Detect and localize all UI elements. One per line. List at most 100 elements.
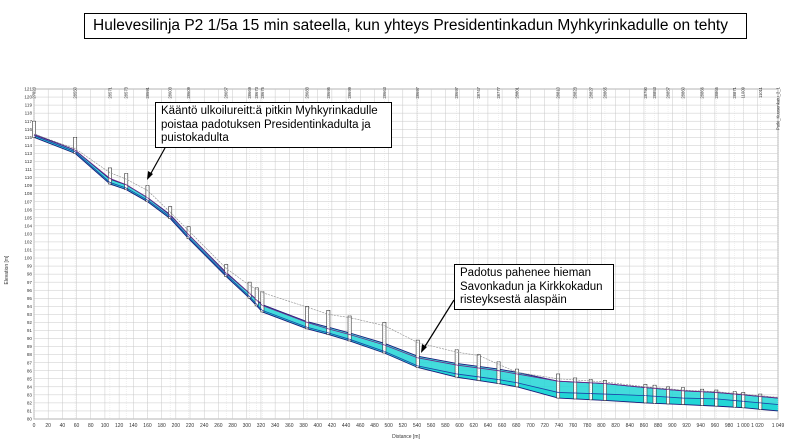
y-tick-label: 111	[25, 167, 32, 172]
x-tick-label: 700	[526, 423, 535, 429]
node-label: 28571	[107, 86, 112, 98]
manhole	[603, 380, 607, 401]
node-label: Putki_Kuusenkatu_2_1	[776, 86, 781, 130]
x-tick-label: 940	[697, 423, 706, 429]
node-label: 28699	[347, 86, 352, 98]
x-tick-label: 180	[157, 423, 166, 429]
node-label: 28663	[382, 86, 387, 98]
x-tick-label: 200	[172, 423, 181, 429]
y-tick-label: 98	[27, 272, 33, 277]
y-tick-label: 94	[27, 304, 33, 309]
y-tick-label: 121	[24, 87, 32, 92]
y-tick-label: 106	[24, 207, 32, 212]
y-tick-label: 83	[27, 392, 33, 397]
node-label: 28853	[652, 86, 657, 98]
node-label: 28823	[573, 86, 578, 98]
node-label: 28871	[732, 86, 737, 98]
node-label: 28860	[680, 86, 685, 98]
node-label: 11009	[741, 86, 746, 98]
x-tick-label: 900	[668, 423, 677, 429]
series-line-1	[33, 134, 779, 399]
x-tick-label: 880	[654, 423, 663, 429]
y-tick-label: 107	[24, 199, 32, 204]
series-line-0	[33, 135, 779, 405]
x-tick-label: 580	[441, 423, 450, 429]
x-tick-label: 280	[228, 423, 237, 429]
y-tick-label: 91	[27, 328, 33, 333]
y-tick-label: 88	[27, 352, 33, 357]
x-tick-label: 820	[611, 423, 620, 429]
y-tick-label: 87	[27, 360, 33, 365]
x-tick-label: 220	[186, 423, 195, 429]
annotation-arrows	[147, 147, 455, 353]
node-label: 28673	[254, 86, 259, 98]
node-label: 28573	[124, 86, 129, 98]
manhole	[224, 264, 229, 277]
x-tick-label: 340	[271, 423, 280, 429]
x-tick-label: 80	[88, 423, 94, 429]
annotation-padotus: Padotus pahenee hieman Savonkadun ja Kir…	[454, 264, 614, 310]
node-label: 28777	[496, 86, 501, 98]
y-tick-label: 119	[25, 103, 33, 108]
node-label: 28697	[454, 86, 459, 98]
x-tick-label: 800	[597, 423, 606, 429]
y-tick-label: 103	[24, 231, 32, 236]
y-tick-label: 101	[24, 248, 32, 253]
arrow-2-head	[421, 344, 427, 353]
x-tick-label: 20	[45, 423, 51, 429]
x-tick-label: 500	[384, 423, 393, 429]
x-tick-label: 380	[299, 423, 308, 429]
x-tick-label: 0	[33, 423, 36, 429]
y-tick-label: 104	[24, 223, 32, 228]
x-tick-label: 1 000	[737, 423, 750, 429]
x-axis-label: Distance [m]	[392, 434, 420, 440]
node-label: 28669	[247, 86, 252, 98]
chart-title: Hulevesilinja P2 1/5a 15 min sateella, k…	[84, 13, 747, 39]
x-tick-label: 460	[356, 423, 365, 429]
y-tick-label: 80	[27, 417, 33, 422]
manhole	[326, 310, 331, 335]
y-tick-label: 110	[25, 175, 33, 180]
node-label: 28810	[556, 86, 561, 98]
x-tick-label: 540	[413, 423, 422, 429]
y-tick-label: 86	[27, 368, 33, 373]
x-tick-label: 240	[200, 423, 209, 429]
y-tick-label: 118	[25, 111, 33, 116]
x-tick-label: 960	[711, 423, 720, 429]
y-tick-label: 97	[27, 280, 33, 285]
x-tick-labels: 0 20 40 60 80 100 120 140 160 180 200 220 240 260 280 3…	[33, 423, 785, 429]
x-tick-label: 400	[314, 423, 323, 429]
arrow-1-head	[147, 171, 153, 180]
x-tick-label: 720	[540, 423, 549, 429]
x-tick-label: 140	[129, 423, 138, 429]
y-tick-label: 108	[24, 191, 32, 196]
node-label: 28603	[168, 86, 173, 98]
y-tick-label: 85	[27, 376, 33, 381]
x-tick-label: 120	[115, 423, 124, 429]
node-label: 28790	[643, 86, 648, 98]
node-label: 28675	[260, 86, 265, 98]
x-tick-label: 1 020	[751, 423, 764, 429]
x-tick-label: 1 049	[772, 423, 785, 429]
node-label: 28857	[666, 86, 671, 98]
y-tick-label: 105	[24, 215, 32, 220]
x-tick-label: 760	[569, 423, 578, 429]
plot-frame	[33, 88, 779, 420]
node-label: 28657	[224, 86, 229, 98]
x-tick-label: 840	[626, 423, 635, 429]
node-label: 27023	[32, 86, 37, 98]
x-tick-label: 420	[328, 423, 337, 429]
y-tick-label: 92	[27, 320, 33, 325]
y-tick-label: 117	[25, 119, 33, 124]
x-tick-label: 780	[583, 423, 592, 429]
y-tick-label: 112	[25, 159, 33, 164]
manhole	[714, 389, 719, 407]
x-tick-label: 480	[370, 423, 379, 429]
y-tick-label: 102	[24, 240, 32, 245]
y-tick-label: 113	[25, 151, 33, 156]
y-tick-label: 116	[25, 127, 33, 132]
node-label: 28609	[186, 86, 191, 98]
x-tick-label: 520	[399, 423, 408, 429]
x-tick-label: 920	[682, 423, 691, 429]
